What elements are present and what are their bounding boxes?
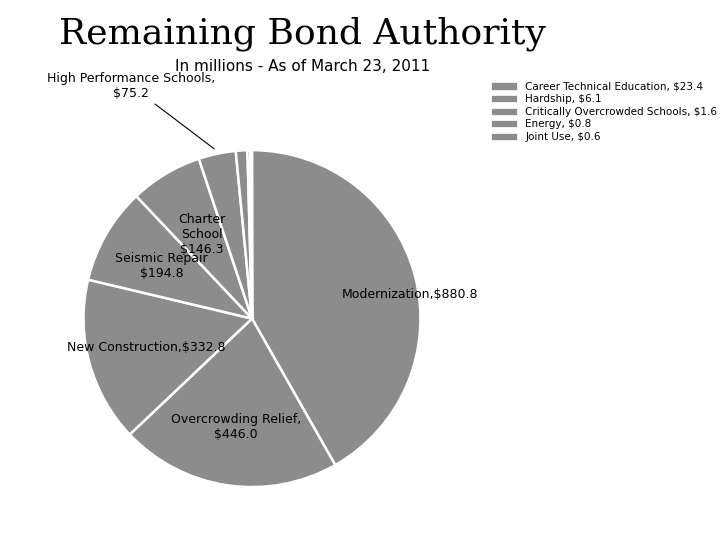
Text: Remaining Bond Authority: Remaining Bond Authority	[59, 16, 546, 51]
Wedge shape	[252, 150, 420, 465]
Text: Charter
School
$146.3: Charter School $146.3	[179, 213, 225, 256]
Wedge shape	[248, 150, 252, 319]
Wedge shape	[199, 151, 252, 319]
Text: Modernization,$880.8: Modernization,$880.8	[341, 288, 478, 301]
Text: Overcrowding Relief,
$446.0: Overcrowding Relief, $446.0	[171, 413, 301, 441]
Text: In millions - As of March 23, 2011: In millions - As of March 23, 2011	[175, 59, 430, 75]
Wedge shape	[235, 150, 252, 319]
Text: Seismic Repair
$194.8: Seismic Repair $194.8	[115, 252, 208, 280]
Wedge shape	[88, 196, 252, 319]
Legend: Career Technical Education, $23.4, Hardship, $6.1, Critically Overcrowded School: Career Technical Education, $23.4, Hards…	[489, 79, 719, 144]
Text: High Performance Schools,
$75.2: High Performance Schools, $75.2	[47, 72, 215, 149]
Wedge shape	[251, 150, 252, 319]
Wedge shape	[136, 159, 252, 319]
Text: New Construction,$332.8: New Construction,$332.8	[67, 341, 225, 354]
Wedge shape	[130, 319, 336, 487]
Wedge shape	[84, 280, 252, 435]
